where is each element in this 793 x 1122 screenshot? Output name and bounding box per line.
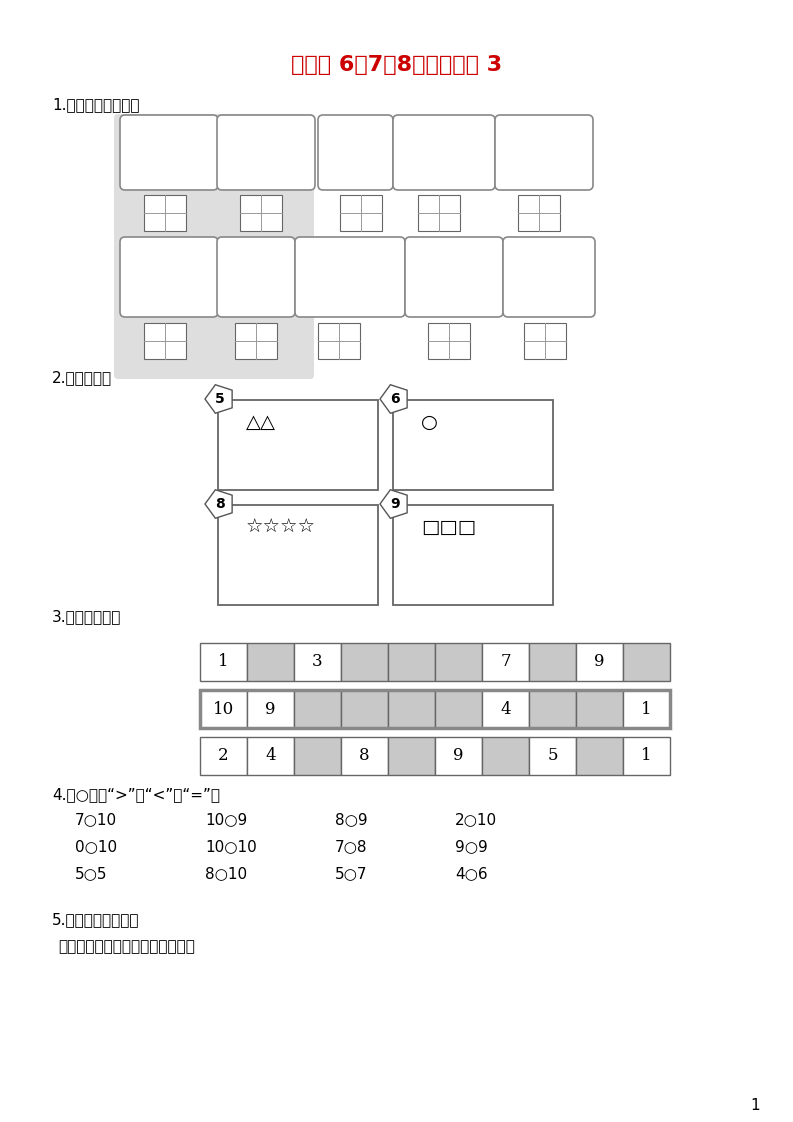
FancyBboxPatch shape (120, 114, 218, 190)
Text: 3.按顺序填数。: 3.按顺序填数。 (52, 609, 121, 625)
Bar (247, 690, 294, 728)
Bar (576, 690, 623, 728)
Text: ○: ○ (421, 413, 438, 432)
Text: 5: 5 (215, 392, 225, 406)
Text: 4○6: 4○6 (455, 866, 488, 882)
Bar (623, 737, 670, 775)
Bar (623, 643, 670, 681)
Bar (294, 690, 341, 728)
Text: 8○10: 8○10 (205, 866, 247, 882)
Bar (218, 505, 378, 605)
Bar (340, 195, 382, 231)
Bar (435, 690, 482, 728)
Bar (341, 643, 388, 681)
Bar (240, 195, 282, 231)
Bar (144, 323, 186, 359)
Text: 先填数，再将合适的答案圈出来。: 先填数，再将合适的答案圈出来。 (58, 939, 195, 955)
Bar (341, 690, 388, 728)
Bar (576, 737, 623, 775)
Text: △△: △△ (246, 413, 276, 432)
Bar (294, 643, 341, 681)
Bar (518, 195, 560, 231)
Bar (529, 737, 576, 775)
Text: 1: 1 (642, 747, 652, 764)
Text: 5.填一填，圈一圈。: 5.填一填，圈一圈。 (52, 912, 140, 928)
Text: 5○5: 5○5 (75, 866, 108, 882)
Text: 4.在○填上“>”、“<”或“=”。: 4.在○填上“>”、“<”或“=”。 (52, 788, 220, 802)
Bar (200, 690, 247, 728)
Text: 8: 8 (359, 747, 370, 764)
Text: □□□: □□□ (421, 517, 476, 536)
Bar (235, 323, 277, 359)
Text: 10○10: 10○10 (205, 839, 257, 855)
Bar (218, 401, 378, 490)
Text: 4: 4 (265, 747, 276, 764)
Bar (388, 690, 435, 728)
Text: 7: 7 (500, 653, 511, 671)
FancyBboxPatch shape (120, 237, 218, 318)
Bar (482, 690, 529, 728)
FancyBboxPatch shape (295, 237, 405, 318)
FancyBboxPatch shape (503, 237, 595, 318)
Text: 1: 1 (218, 653, 229, 671)
Bar (435, 737, 482, 775)
Text: 1: 1 (750, 1097, 760, 1113)
Bar (428, 323, 470, 359)
Bar (482, 643, 529, 681)
Text: 9: 9 (265, 700, 276, 717)
Bar (200, 643, 247, 681)
Text: 1.数一数，写一写。: 1.数一数，写一写。 (52, 98, 140, 112)
Text: 9: 9 (594, 653, 605, 671)
Text: 《认识 6、7、8》同步练习 3: 《认识 6、7、8》同步练习 3 (291, 55, 502, 75)
Bar (200, 737, 247, 775)
Text: 9○9: 9○9 (455, 839, 488, 855)
Text: ☆☆☆☆: ☆☆☆☆ (246, 517, 316, 536)
Text: 7○8: 7○8 (335, 839, 367, 855)
Bar (529, 690, 576, 728)
Text: 9: 9 (454, 747, 464, 764)
FancyBboxPatch shape (217, 237, 295, 318)
Bar (576, 643, 623, 681)
Bar (393, 401, 553, 490)
Text: 5○7: 5○7 (335, 866, 367, 882)
FancyBboxPatch shape (318, 114, 393, 190)
FancyBboxPatch shape (495, 114, 593, 190)
FancyBboxPatch shape (393, 114, 495, 190)
Bar (435, 643, 482, 681)
FancyBboxPatch shape (405, 237, 503, 318)
Text: 6: 6 (390, 392, 400, 406)
Text: 8: 8 (215, 497, 225, 511)
Text: 2.看数补图。: 2.看数补图。 (52, 370, 112, 386)
Bar (200, 690, 670, 728)
FancyBboxPatch shape (217, 114, 315, 190)
Text: 3: 3 (312, 653, 323, 671)
Bar (388, 643, 435, 681)
Bar (247, 737, 294, 775)
Bar (341, 737, 388, 775)
Bar (388, 737, 435, 775)
Text: 7○10: 7○10 (75, 812, 117, 828)
Bar (318, 323, 360, 359)
Text: 2: 2 (218, 747, 229, 764)
Bar (393, 505, 553, 605)
Bar (144, 195, 186, 231)
Text: 10○9: 10○9 (205, 812, 247, 828)
Text: 9: 9 (390, 497, 400, 511)
FancyBboxPatch shape (114, 114, 314, 379)
Text: 8○9: 8○9 (335, 812, 368, 828)
Bar (482, 737, 529, 775)
Bar (529, 643, 576, 681)
Bar (418, 195, 460, 231)
Text: 0○10: 0○10 (75, 839, 117, 855)
Text: 1: 1 (642, 700, 652, 717)
Text: 5: 5 (547, 747, 557, 764)
Bar (524, 323, 566, 359)
Text: 4: 4 (500, 700, 511, 717)
Bar (247, 643, 294, 681)
Text: 10: 10 (213, 700, 234, 717)
Text: 2○10: 2○10 (455, 812, 497, 828)
Bar (623, 690, 670, 728)
Bar (294, 737, 341, 775)
